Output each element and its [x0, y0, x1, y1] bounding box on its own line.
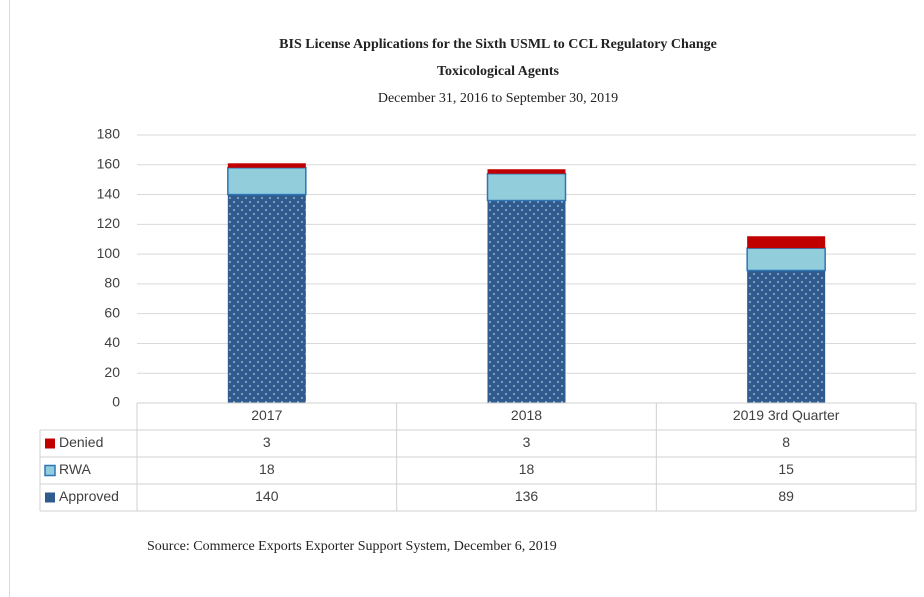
chart-title: BIS License Applications for the Sixth U…: [279, 37, 717, 52]
legend-key: [44, 464, 56, 477]
legend-key: [45, 492, 55, 503]
y-tick-label: 0: [112, 394, 120, 410]
bar-segment: [487, 200, 566, 403]
bar-segment: [746, 247, 826, 272]
table-value: 18: [259, 461, 275, 477]
legend-label: RWA: [59, 461, 92, 477]
bar-segment: [747, 236, 826, 249]
bar-segment: [486, 172, 567, 202]
bar-segment: [487, 169, 566, 174]
table-value: 18: [519, 461, 535, 477]
bar-segment: [227, 167, 307, 196]
x-tick-label: 2019 3rd Quarter: [733, 407, 840, 423]
chart-subtitle: Toxicological Agents: [437, 64, 560, 79]
y-tick-label: 140: [97, 185, 121, 201]
y-tick-label: 180: [97, 126, 121, 142]
y-tick-label: 80: [104, 275, 120, 291]
legend-label: Approved: [59, 488, 119, 504]
table-value: 140: [255, 488, 279, 504]
legend-key: [45, 438, 55, 449]
y-tick-label: 120: [97, 215, 121, 231]
table-value: 3: [523, 434, 531, 450]
date-range: December 31, 2016 to September 30, 2019: [378, 91, 618, 106]
table-value: 15: [778, 461, 794, 477]
y-tick-label: 100: [97, 245, 121, 261]
x-tick-label: 2017: [251, 407, 282, 423]
y-tick-label: 40: [104, 334, 120, 350]
bar-segment: [227, 194, 306, 403]
x-tick-label: 2018: [511, 407, 542, 423]
y-tick-label: 20: [104, 364, 120, 380]
bar-segment: [227, 163, 306, 168]
y-tick-label: 60: [104, 304, 120, 320]
bar-segment: [747, 270, 826, 403]
y-tick-label: 160: [97, 155, 121, 171]
table-value: 8: [782, 434, 790, 450]
table-value: 3: [263, 434, 271, 450]
legend-label: Denied: [59, 434, 103, 450]
table-value: 136: [515, 488, 539, 504]
source-note: Source: Commerce Exports Exporter Suppor…: [147, 539, 557, 554]
table-value: 89: [778, 488, 794, 504]
